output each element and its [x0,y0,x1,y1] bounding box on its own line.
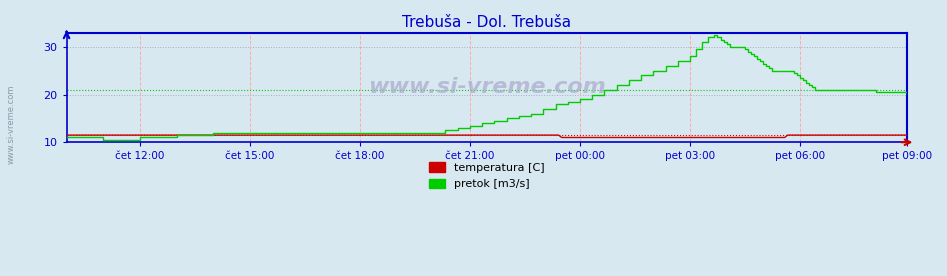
Text: www.si-vreme.com: www.si-vreme.com [367,77,606,97]
Legend: temperatura [C], pretok [m3/s]: temperatura [C], pretok [m3/s] [424,158,549,194]
Title: Trebuša - Dol. Trebuša: Trebuša - Dol. Trebuša [402,15,571,30]
Text: www.si-vreme.com: www.si-vreme.com [7,84,16,164]
